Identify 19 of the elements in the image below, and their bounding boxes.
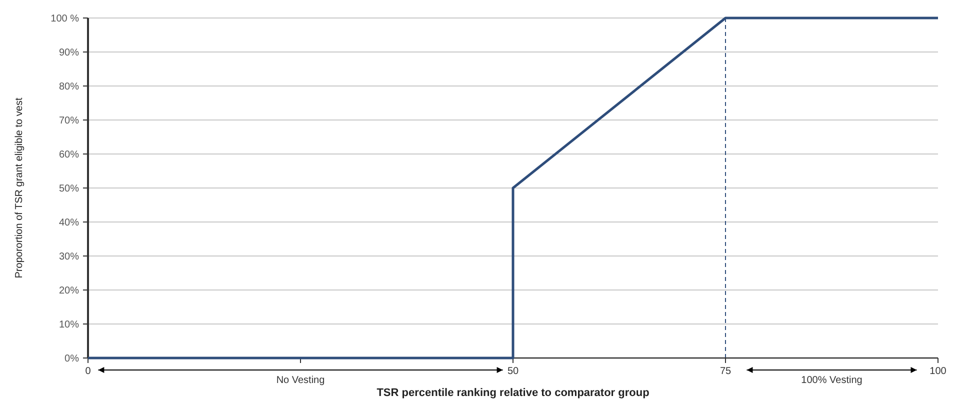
x-tick-label: 75 xyxy=(720,366,732,377)
y-tick-label: 10% xyxy=(58,320,80,330)
y-axis-title: Proporortion of TSR grant eligible to vest xyxy=(14,98,25,278)
y-tick-label: 70% xyxy=(58,116,80,126)
text: No Vesting xyxy=(276,375,325,386)
y-tick-label: 90% xyxy=(58,48,80,58)
y-tick-label: 30% xyxy=(58,252,80,262)
y-tick-label: 80% xyxy=(58,82,80,92)
y-tick-label: 100 % xyxy=(50,14,80,24)
y-tick-label: 0% xyxy=(64,354,80,364)
text: 100% Vesting xyxy=(801,375,862,386)
x-tick-label: 50 xyxy=(507,366,519,377)
y-tick-label: 60% xyxy=(58,150,80,160)
x-tick-label: 100 xyxy=(930,366,947,377)
y-tick-label: 20% xyxy=(58,286,80,296)
y-tick-label: 40% xyxy=(58,218,80,228)
x-axis-title: TSR percentile ranking relative to comparator group xyxy=(376,387,650,399)
y-tick-label: 50% xyxy=(58,184,80,194)
x-tick-label: 0 xyxy=(85,366,92,377)
